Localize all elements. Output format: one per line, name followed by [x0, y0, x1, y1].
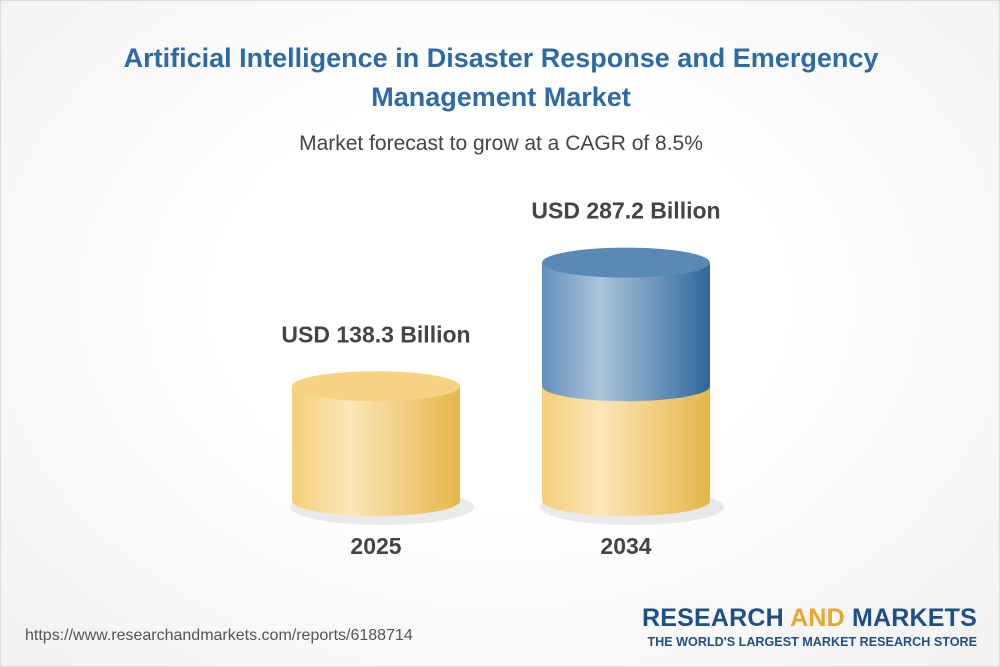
chart: USD 138.3 Billion 2025 USD 287.2 Billion 20…: [281, 198, 724, 559]
logo-word: RESEARCH: [641, 604, 784, 632]
cylinder-top: [292, 371, 460, 402]
cylinder-body: [292, 386, 460, 516]
cylinder-top: [542, 247, 710, 278]
cylinder-base-segment: [542, 386, 710, 516]
value-label: USD 138.3 Billion: [281, 321, 470, 347]
logo: RESEARCH AND MARKETS THE WORLD'S LARGEST…: [601, 604, 977, 649]
chart-subtitle: Market forecast to grow at a CAGR of 8.5…: [299, 132, 703, 155]
source-url: https://www.researchandmarkets.com/repor…: [25, 627, 413, 644]
x-tick-label: 2025: [350, 533, 401, 559]
x-tick-label: 2034: [600, 533, 651, 559]
logo-word: AND: [790, 604, 845, 632]
logo-tagline: THE WORLD'S LARGEST MARKET RESEARCH STOR…: [647, 635, 977, 649]
chart-title: Artificial Intelligence in Disaster Resp…: [123, 43, 879, 112]
logo-word: MARKETS: [851, 604, 977, 632]
cylinder-body: [542, 262, 710, 402]
value-label: USD 287.2 Billion: [531, 198, 720, 224]
logo-name: RESEARCH AND MARKETS: [601, 604, 977, 633]
